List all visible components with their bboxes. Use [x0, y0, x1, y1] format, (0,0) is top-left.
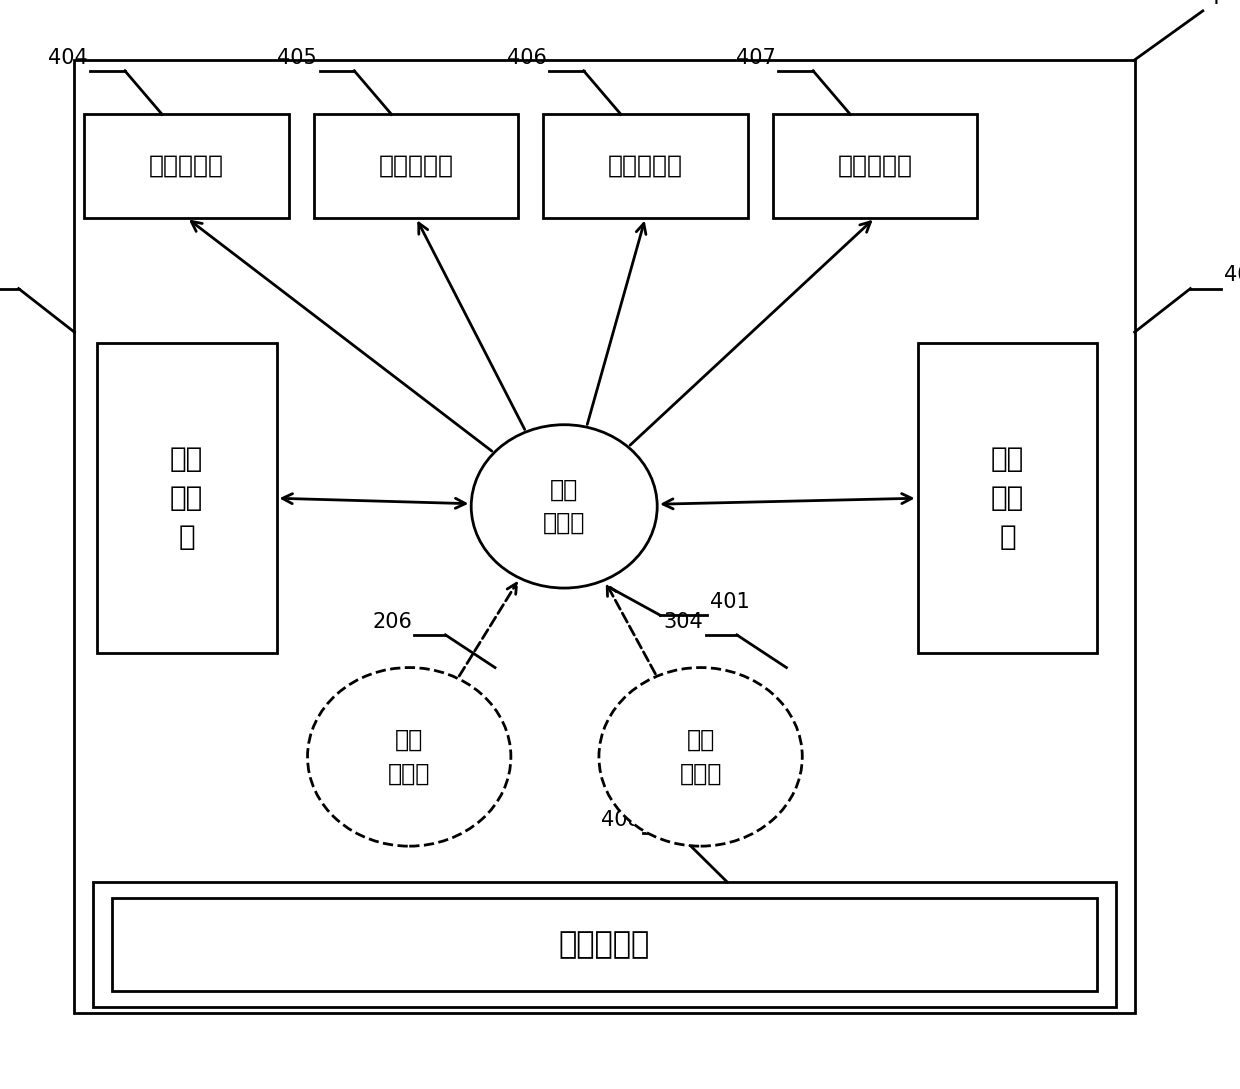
Circle shape: [599, 668, 802, 846]
Text: 热泵
控制
器: 热泵 控制 器: [991, 445, 1024, 551]
Text: 406: 406: [507, 48, 547, 68]
Text: 304: 304: [663, 612, 703, 632]
Bar: [84, 114, 289, 218]
Text: 风机控制器: 风机控制器: [378, 154, 454, 179]
Bar: [314, 114, 518, 218]
Bar: [543, 114, 748, 218]
Text: 光敏
传感器: 光敏 传感器: [388, 729, 430, 785]
Text: 触控显示屏: 触控显示屏: [559, 930, 650, 959]
Bar: [74, 60, 1135, 1013]
Bar: [112, 898, 1097, 991]
Text: 喷灌控制器: 喷灌控制器: [837, 154, 913, 179]
Circle shape: [308, 668, 511, 846]
Text: 206: 206: [372, 612, 412, 632]
Text: 405: 405: [278, 48, 317, 68]
Text: 404: 404: [48, 48, 88, 68]
Text: 4: 4: [1207, 0, 1220, 8]
Text: 中央
处理器: 中央 处理器: [543, 478, 585, 535]
Text: 光伏
控制
器: 光伏 控制 器: [170, 445, 203, 551]
Text: 灯光控制器: 灯光控制器: [149, 154, 224, 179]
Circle shape: [471, 425, 657, 588]
Bar: [773, 114, 977, 218]
Text: 401: 401: [709, 592, 750, 612]
Bar: [93, 882, 1116, 1007]
Text: 温度
传感器: 温度 传感器: [680, 729, 722, 785]
Bar: [97, 343, 277, 653]
Bar: [918, 343, 1097, 653]
Text: 408: 408: [601, 810, 640, 830]
Text: 空调控制器: 空调控制器: [608, 154, 683, 179]
Text: 407: 407: [737, 48, 776, 68]
Text: 403: 403: [1224, 266, 1240, 285]
